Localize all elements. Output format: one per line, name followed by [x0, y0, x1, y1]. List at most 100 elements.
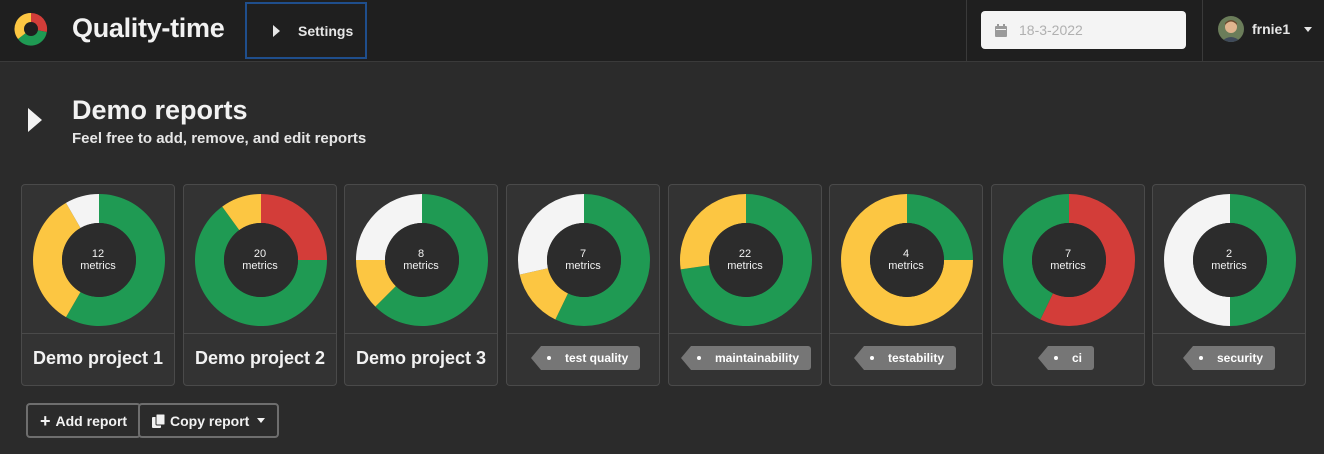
metric-unit: metrics [80, 260, 116, 272]
donut-center [870, 223, 944, 297]
report-title: Demo project 1 [32, 348, 164, 368]
caret-right-icon [273, 24, 280, 37]
donut-segment-yellow [841, 194, 973, 326]
divider [1153, 333, 1305, 334]
tag-card[interactable]: 22 metrics maintainability [668, 184, 822, 386]
app-title[interactable]: Quality-time [72, 13, 225, 43]
divider [22, 333, 174, 334]
report-card[interactable]: 12 metrics Demo project 1 [21, 184, 175, 386]
divider [669, 333, 821, 334]
donut-segment-green [1003, 194, 1069, 320]
report-date-input[interactable]: 18-3-2022 [981, 11, 1186, 49]
donut-segment-yellow [222, 194, 261, 231]
divider [992, 333, 1144, 334]
date-placeholder: 18-3-2022 [1019, 22, 1083, 38]
donut-segment-white [356, 194, 422, 260]
user-menu[interactable]: frnie1 [1218, 16, 1313, 42]
add-report-button[interactable]: + Add report [26, 403, 142, 438]
plus-icon: + [40, 410, 51, 431]
metric-count: 22 [738, 248, 752, 260]
donut-segment-green [195, 206, 327, 326]
divider [966, 0, 967, 62]
metric-count: 4 [902, 248, 910, 260]
top-menu-bar: Quality-time Settings 18-3-2022 frnie1 [0, 0, 1324, 62]
caret-down-icon [1304, 26, 1313, 32]
donut-segment-white [518, 194, 584, 275]
donut-segment-yellow [33, 202, 81, 318]
donut-center [62, 223, 136, 297]
donut-segment-green [1230, 194, 1296, 326]
add-report-label: Add report [55, 412, 128, 429]
donut-center [1032, 223, 1106, 297]
donut-chart [1003, 194, 1135, 326]
report-title: Demo project 3 [355, 348, 487, 368]
calendar-icon [995, 23, 1007, 37]
tag-label: test quality [530, 346, 641, 370]
donut-chart [356, 194, 488, 326]
divider [345, 333, 497, 334]
report-card[interactable]: 8 metrics Demo project 3 [344, 184, 498, 386]
tag-card[interactable]: 7 metrics ci [991, 184, 1145, 386]
donut-chart [195, 194, 327, 326]
divider [1202, 0, 1203, 62]
divider [507, 333, 659, 334]
donut-chart [518, 194, 650, 326]
tag-label: testability [853, 346, 957, 370]
divider [830, 333, 982, 334]
donut-segment-green [555, 194, 650, 326]
donut-segment-yellow [680, 194, 746, 270]
tag-card[interactable]: 7 metrics test quality [506, 184, 660, 386]
metric-count: 7 [1064, 248, 1072, 260]
expand-reports-overview-icon[interactable] [28, 108, 42, 132]
donut-center [224, 223, 298, 297]
quality-time-logo[interactable] [14, 12, 48, 46]
metric-unit: metrics [727, 260, 763, 272]
metric-unit: metrics [565, 260, 601, 272]
divider [184, 333, 336, 334]
copy-report-button[interactable]: Copy report [138, 403, 280, 438]
donut-segment-green [66, 194, 165, 326]
tag-label: ci [1037, 346, 1095, 370]
settings-label: Settings [298, 22, 354, 39]
metric-count: 12 [91, 248, 105, 260]
page-title: Demo reports [72, 95, 248, 125]
donut-center [547, 223, 621, 297]
copy-icon [152, 413, 165, 428]
copy-report-label: Copy report [170, 412, 250, 429]
avatar [1218, 16, 1244, 42]
metric-unit: metrics [1211, 260, 1247, 272]
tag-label: security [1182, 346, 1276, 370]
caret-down-icon [257, 418, 266, 423]
donut-chart [33, 194, 165, 326]
metric-count: 2 [1225, 248, 1233, 260]
tag-card[interactable]: 4 metrics testability [829, 184, 983, 386]
donut-segment-green [375, 194, 488, 326]
donut-center [1193, 223, 1267, 297]
metric-unit: metrics [242, 260, 278, 272]
metric-count: 20 [253, 248, 267, 260]
donut-chart [680, 194, 812, 326]
donut-segment-green [680, 194, 812, 326]
donut-segment-red [261, 194, 327, 260]
donut-center [709, 223, 783, 297]
donut-segment-green [907, 194, 973, 260]
tag-card[interactable]: 2 metrics security [1152, 184, 1306, 386]
donut-segment-yellow [519, 268, 568, 320]
page-subtitle: Feel free to add, remove, and edit repor… [72, 130, 367, 147]
metric-unit: metrics [888, 260, 924, 272]
report-card[interactable]: 20 metrics Demo project 2 [183, 184, 337, 386]
report-title: Demo project 2 [194, 348, 326, 368]
donut-chart [841, 194, 973, 326]
metric-unit: metrics [1050, 260, 1086, 272]
donut-chart [1164, 194, 1296, 326]
settings-button[interactable]: Settings [245, 2, 367, 59]
donut-segment-yellow [356, 260, 396, 307]
username: frnie1 [1252, 21, 1291, 37]
metric-unit: metrics [403, 260, 439, 272]
metric-count: 8 [417, 248, 425, 260]
donut-segment-white [1164, 194, 1230, 326]
metric-count: 7 [579, 248, 587, 260]
tag-label: maintainability [680, 346, 812, 370]
donut-center [385, 223, 459, 297]
donut-segment-red [1040, 194, 1135, 326]
